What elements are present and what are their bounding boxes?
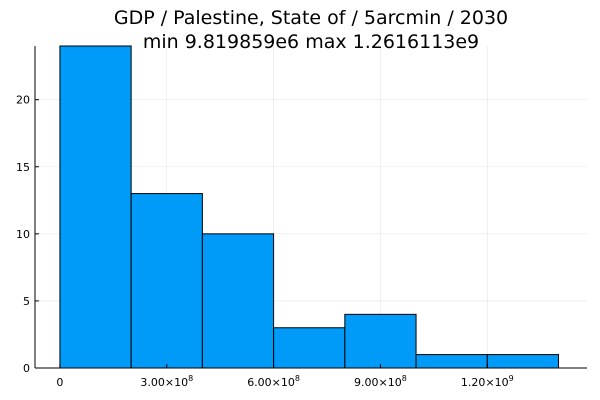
histogram-bar-6: [486, 354, 560, 369]
chart-title-line-1: GDP / Palestine, State of / 5arcmin / 20…: [114, 7, 508, 29]
histogram-bar-1: [130, 193, 203, 369]
y-tick-label-0: 0: [23, 362, 30, 375]
histogram-bar-4: [344, 313, 417, 369]
y-tick-label-2: 10: [16, 228, 30, 241]
x-tick-label-0: 0: [56, 376, 63, 389]
histogram-bar-2: [201, 233, 275, 369]
x-tick-label-3: 9.00×108: [354, 374, 407, 389]
y-tick-label-3: 15: [16, 161, 30, 174]
y-tick-labels: 0 5 10 15 20: [16, 94, 30, 375]
histogram-bar-5: [415, 354, 488, 369]
x-tick-label-2: 6.00×108: [247, 374, 300, 389]
chart-title-line-2: min 9.819859e6 max 1.2616113e9: [143, 31, 479, 53]
y-tick-label-4: 20: [16, 94, 30, 107]
x-tick-label-1: 3.00×108: [140, 374, 193, 389]
histogram-bar-3: [273, 327, 346, 369]
histogram-bar-0: [59, 45, 132, 369]
bars: [59, 45, 560, 369]
axes: [34, 46, 587, 369]
y-tick-label-1: 5: [23, 295, 30, 308]
x-tick-label-4: 1.20×109: [461, 374, 514, 389]
x-tick-labels: 0 3.00×108 6.00×108 9.00×108 1.20×109: [56, 374, 513, 389]
